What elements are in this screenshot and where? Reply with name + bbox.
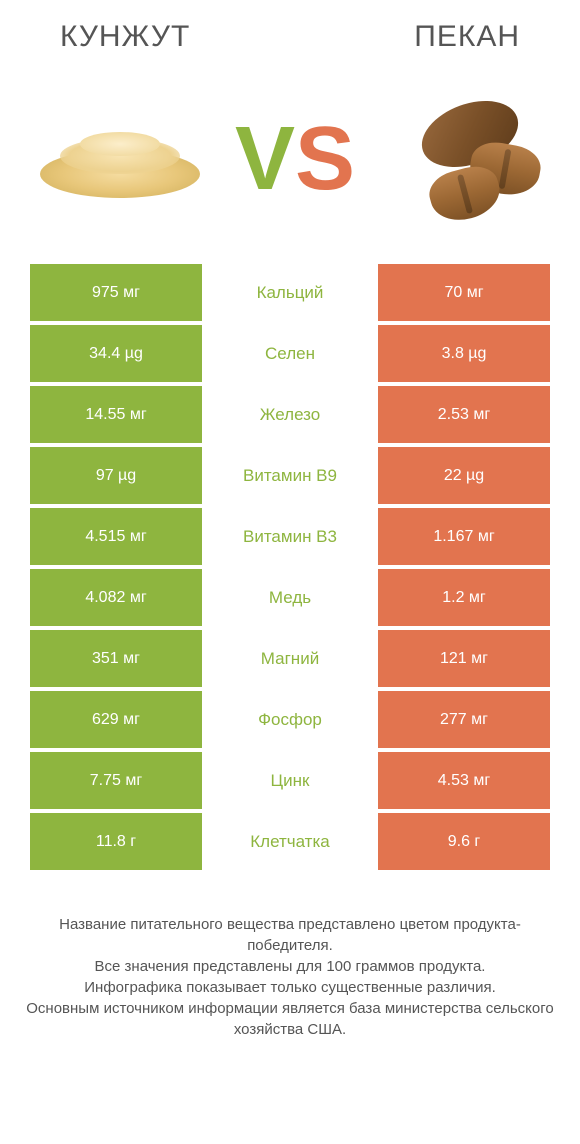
table-row: 14.55 мгЖелезо2.53 мг	[30, 386, 550, 443]
nutrient-label: Медь	[204, 569, 376, 626]
nutrient-label: Фосфор	[204, 691, 376, 748]
pecan-image	[380, 94, 550, 224]
left-value: 97 µg	[30, 447, 202, 504]
table-row: 629 мгФосфор277 мг	[30, 691, 550, 748]
nutrient-table: 975 мгКальций70 мг34.4 µgСелен3.8 µg14.5…	[0, 264, 580, 874]
vs-label: V S	[235, 114, 355, 204]
table-row: 97 µgВитамин B922 µg	[30, 447, 550, 504]
right-value: 70 мг	[378, 264, 550, 321]
right-value: 121 мг	[378, 630, 550, 687]
nutrient-label: Витамин B3	[204, 508, 376, 565]
nutrient-label: Цинк	[204, 752, 376, 809]
right-value: 1.2 мг	[378, 569, 550, 626]
left-value: 351 мг	[30, 630, 202, 687]
left-value: 34.4 µg	[30, 325, 202, 382]
footer-line-1: Название питательного вещества представл…	[20, 914, 560, 956]
footer-note: Название питательного вещества представл…	[0, 874, 580, 1060]
hero-row: V S	[0, 64, 580, 264]
nutrient-label: Железо	[204, 386, 376, 443]
left-product-title: КУНЖУТ	[60, 20, 190, 54]
nutrient-label: Магний	[204, 630, 376, 687]
right-value: 3.8 µg	[378, 325, 550, 382]
nutrient-label: Селен	[204, 325, 376, 382]
table-row: 4.082 мгМедь1.2 мг	[30, 569, 550, 626]
left-value: 11.8 г	[30, 813, 202, 870]
comparison-infographic: КУНЖУТ ПЕКАН V S 975 мгКальций70 мг34.4 …	[0, 0, 580, 1144]
left-value: 975 мг	[30, 264, 202, 321]
table-row: 7.75 мгЦинк4.53 мг	[30, 752, 550, 809]
vs-v: V	[235, 114, 295, 204]
nutrient-label: Клетчатка	[204, 813, 376, 870]
table-row: 11.8 гКлетчатка9.6 г	[30, 813, 550, 870]
table-row: 4.515 мгВитамин B31.167 мг	[30, 508, 550, 565]
nutrient-label: Кальций	[204, 264, 376, 321]
footer-line-4: Основным источником информации является …	[20, 998, 560, 1040]
right-value: 4.53 мг	[378, 752, 550, 809]
table-row: 351 мгМагний121 мг	[30, 630, 550, 687]
sesame-image	[30, 94, 210, 224]
left-value: 4.515 мг	[30, 508, 202, 565]
table-row: 34.4 µgСелен3.8 µg	[30, 325, 550, 382]
left-value: 629 мг	[30, 691, 202, 748]
left-value: 7.75 мг	[30, 752, 202, 809]
footer-line-2: Все значения представлены для 100 граммо…	[20, 956, 560, 977]
header: КУНЖУТ ПЕКАН	[0, 0, 580, 64]
nutrient-label: Витамин B9	[204, 447, 376, 504]
vs-s: S	[295, 114, 355, 204]
right-value: 22 µg	[378, 447, 550, 504]
right-value: 277 мг	[378, 691, 550, 748]
table-row: 975 мгКальций70 мг	[30, 264, 550, 321]
right-product-title: ПЕКАН	[414, 20, 520, 54]
right-value: 1.167 мг	[378, 508, 550, 565]
left-value: 4.082 мг	[30, 569, 202, 626]
left-value: 14.55 мг	[30, 386, 202, 443]
right-value: 2.53 мг	[378, 386, 550, 443]
footer-line-3: Инфографика показывает только существенн…	[20, 977, 560, 998]
right-value: 9.6 г	[378, 813, 550, 870]
